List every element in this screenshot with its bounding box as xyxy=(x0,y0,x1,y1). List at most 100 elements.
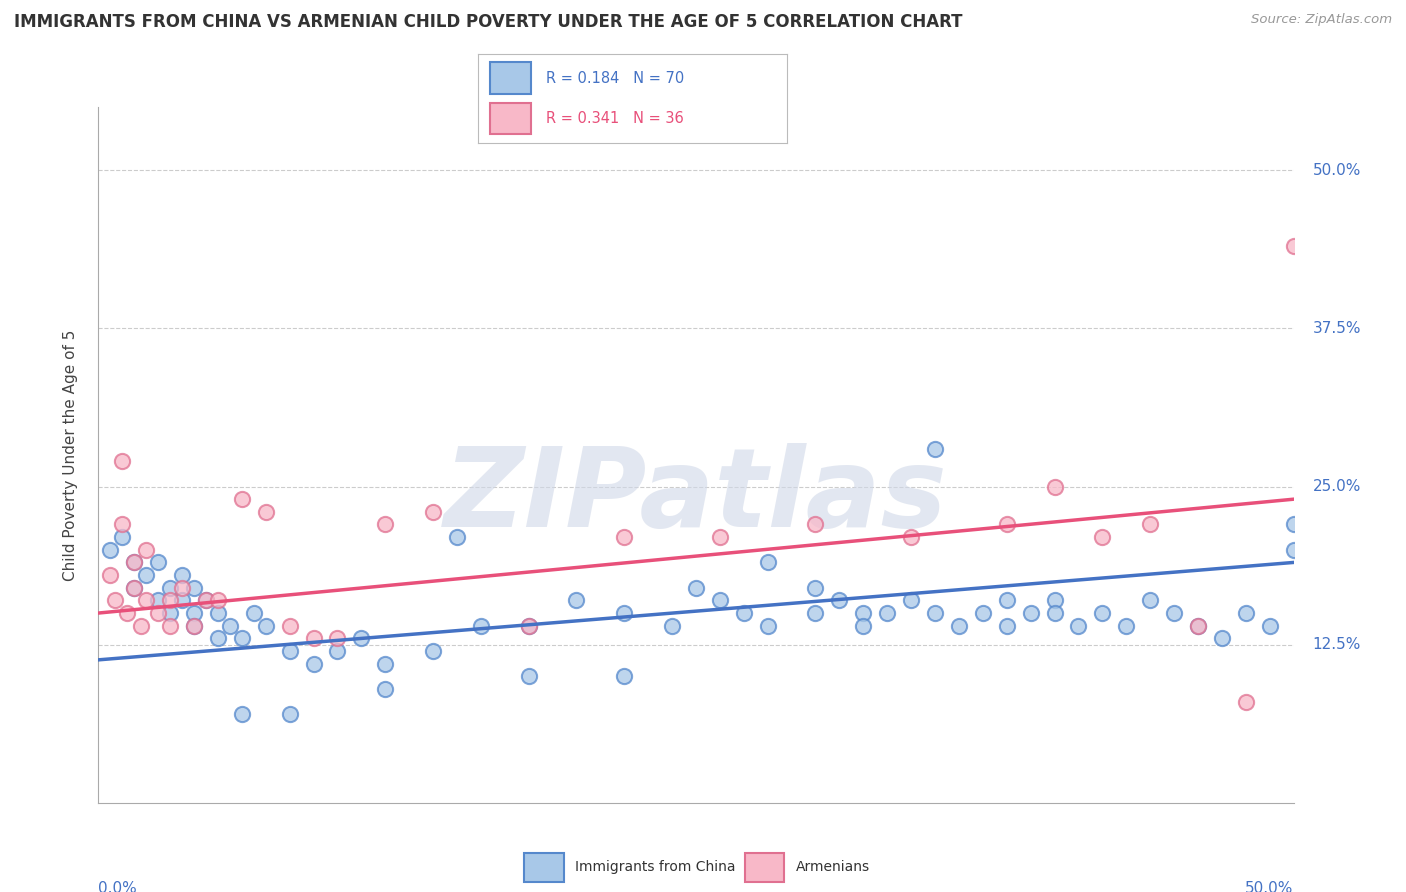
Point xyxy=(254,505,277,519)
FancyBboxPatch shape xyxy=(524,854,564,881)
Point xyxy=(98,568,122,582)
Point xyxy=(148,556,170,570)
Point xyxy=(1139,517,1161,532)
Point xyxy=(709,593,731,607)
Point xyxy=(517,669,540,683)
Text: IMMIGRANTS FROM CHINA VS ARMENIAN CHILD POVERTY UNDER THE AGE OF 5 CORRELATION C: IMMIGRANTS FROM CHINA VS ARMENIAN CHILD … xyxy=(14,13,963,31)
Point xyxy=(159,606,181,620)
Point xyxy=(685,581,707,595)
Point xyxy=(517,618,540,632)
Point xyxy=(1091,530,1114,544)
Point xyxy=(172,568,194,582)
Point xyxy=(1043,479,1066,493)
Point xyxy=(302,657,325,671)
Point xyxy=(1187,618,1209,632)
Point xyxy=(243,606,266,620)
Point xyxy=(924,442,946,456)
Point xyxy=(148,606,170,620)
Text: 37.5%: 37.5% xyxy=(1313,321,1361,336)
Point xyxy=(231,632,253,646)
Point xyxy=(183,618,205,632)
Point xyxy=(98,542,122,557)
Point xyxy=(517,618,540,632)
Text: 50.0%: 50.0% xyxy=(1246,881,1294,892)
Point xyxy=(948,618,970,632)
Point xyxy=(422,644,444,658)
FancyBboxPatch shape xyxy=(491,62,530,94)
Point xyxy=(422,505,444,519)
Point xyxy=(1211,632,1233,646)
Point xyxy=(111,517,134,532)
Text: ZIPatlas: ZIPatlas xyxy=(444,443,948,550)
Point xyxy=(1139,593,1161,607)
Point xyxy=(374,657,396,671)
Point xyxy=(446,530,468,544)
Point xyxy=(1019,606,1042,620)
Point xyxy=(350,632,373,646)
Point xyxy=(124,556,146,570)
Point xyxy=(900,593,922,607)
Point xyxy=(135,568,157,582)
Point xyxy=(159,593,181,607)
Point xyxy=(900,530,922,544)
Text: 50.0%: 50.0% xyxy=(1313,163,1361,178)
Point xyxy=(131,618,153,632)
Point xyxy=(613,669,636,683)
Point xyxy=(278,618,301,632)
Point xyxy=(278,707,301,722)
Point xyxy=(661,618,683,632)
Point xyxy=(613,606,636,620)
Point xyxy=(852,606,875,620)
Text: Source: ZipAtlas.com: Source: ZipAtlas.com xyxy=(1251,13,1392,27)
Point xyxy=(1282,517,1305,532)
Text: 0.0%: 0.0% xyxy=(98,881,138,892)
Point xyxy=(172,581,194,595)
Point xyxy=(1187,618,1209,632)
Point xyxy=(1043,593,1066,607)
Point xyxy=(135,593,157,607)
Point xyxy=(231,492,253,507)
Point xyxy=(115,606,138,620)
Point xyxy=(1043,606,1066,620)
Point xyxy=(733,606,755,620)
Point xyxy=(111,530,134,544)
Point xyxy=(183,581,205,595)
Point xyxy=(124,556,146,570)
Text: 12.5%: 12.5% xyxy=(1313,637,1361,652)
Point xyxy=(1282,239,1305,253)
Point xyxy=(1234,606,1257,620)
Point xyxy=(1115,618,1137,632)
Point xyxy=(111,454,134,468)
Point xyxy=(995,517,1018,532)
Point xyxy=(1067,618,1090,632)
Point xyxy=(207,606,229,620)
Point xyxy=(852,618,875,632)
Text: Armenians: Armenians xyxy=(796,861,870,874)
Point xyxy=(565,593,588,607)
Point xyxy=(613,530,636,544)
Text: Immigrants from China: Immigrants from China xyxy=(575,861,735,874)
Point xyxy=(135,542,157,557)
Point xyxy=(207,593,229,607)
Point xyxy=(278,644,301,658)
Point xyxy=(159,581,181,595)
Point xyxy=(1282,542,1305,557)
Point xyxy=(756,618,779,632)
Point xyxy=(172,593,194,607)
Text: R = 0.184   N = 70: R = 0.184 N = 70 xyxy=(546,70,685,86)
Point xyxy=(804,517,827,532)
Point xyxy=(1091,606,1114,620)
Point xyxy=(194,593,217,607)
Point xyxy=(374,681,396,696)
Point xyxy=(804,581,827,595)
Text: R = 0.341   N = 36: R = 0.341 N = 36 xyxy=(546,111,683,126)
Point xyxy=(207,632,229,646)
Point xyxy=(470,618,492,632)
Point xyxy=(924,606,946,620)
Point xyxy=(326,632,349,646)
Point xyxy=(1234,695,1257,709)
Point xyxy=(124,581,146,595)
Text: 25.0%: 25.0% xyxy=(1313,479,1361,494)
Point xyxy=(124,581,146,595)
Point xyxy=(159,618,181,632)
